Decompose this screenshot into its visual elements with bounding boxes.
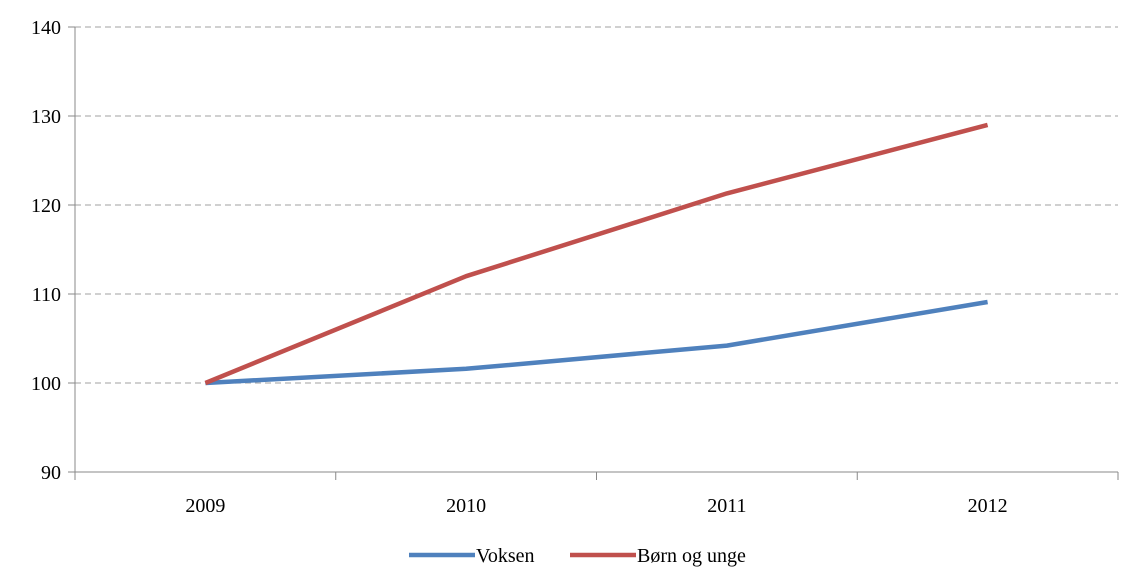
y-tick-label: 120: [31, 195, 61, 217]
legend: Voksen Børn og unge: [409, 545, 746, 567]
series-lines: [204, 122, 989, 386]
y-tick-label: 130: [31, 106, 61, 128]
y-tick-label: 110: [32, 284, 61, 306]
x-tick-label: 2010: [446, 495, 486, 517]
y-tick-label: 100: [31, 373, 61, 395]
series-line-voksen: [205, 299, 988, 386]
legend-label: Børn og unge: [637, 545, 746, 567]
y-tick-label: 140: [31, 17, 61, 39]
legend-label: Voksen: [476, 545, 535, 567]
axes: 90 100 110 120 130 140 2009 2010 2011 2012: [31, 17, 1119, 517]
gridlines: [75, 26, 1118, 384]
x-tick-label: 2011: [707, 495, 746, 517]
series-line-born-og-unge: [204, 122, 989, 386]
x-tick-label: 2012: [968, 495, 1008, 517]
y-tick-label: 90: [41, 462, 61, 484]
x-tick-label: 2009: [185, 495, 225, 517]
